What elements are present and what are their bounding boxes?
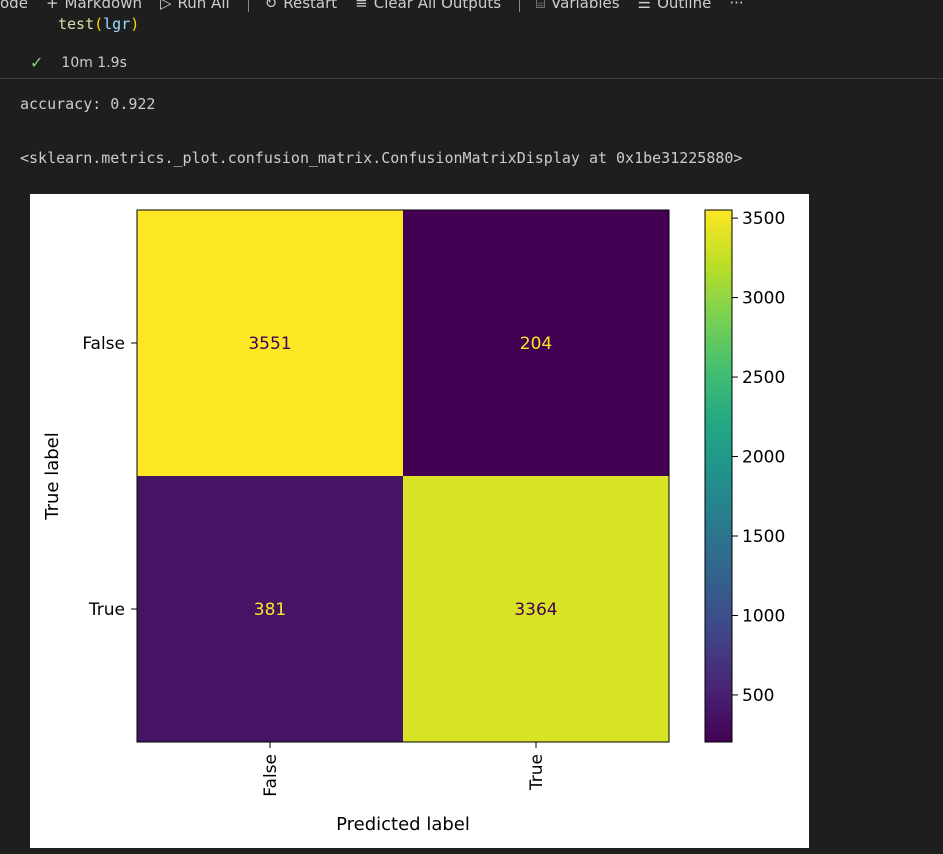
colorbar-tick-label-3: 2000 <box>742 448 785 468</box>
variables-icon: ⌸ <box>536 0 546 12</box>
plus-icon: + <box>45 0 59 12</box>
colorbar-tick-label-1: 1000 <box>742 606 785 626</box>
notebook-toolbar: ode + Markdown ▷ Run All ↻ Restart ≡ Clear All O… <box>0 0 943 14</box>
code-cell[interactable] <box>0 14 943 79</box>
matrix-cell-label-0-0: 3551 <box>248 334 291 354</box>
code-function: test <box>58 15 95 33</box>
matrix-cell-1-1 <box>403 476 669 742</box>
toolbar-button-2[interactable]: ▷ Run All <box>160 0 230 12</box>
colorbar-tick-label-6: 3500 <box>742 209 785 229</box>
toolbar-button-4[interactable]: ≡ Clear All Outputs <box>355 0 501 12</box>
y-axis-label: True label <box>42 432 63 521</box>
toolbar-separator <box>247 0 249 12</box>
restart-icon: ↻ <box>264 0 278 12</box>
toolbar-label: Run All <box>177 0 230 12</box>
check-icon: ✓ <box>30 53 44 72</box>
outline-icon: ☰ <box>637 0 652 12</box>
code-open-paren: ( <box>94 15 104 33</box>
toolbar-label: Outline <box>657 0 712 12</box>
y-tick-label-1: True <box>88 600 125 620</box>
toolbar-button-3[interactable]: ↻ Restart <box>265 0 338 12</box>
matrix-frame <box>136 209 670 743</box>
toolbar-items: ode + Markdown ▷ Run All ↻ Restart ≡ Clear All O… <box>0 0 768 14</box>
matrix-cell-label-0-1: 204 <box>520 334 552 354</box>
clear-outputs-icon: ≡ <box>355 0 368 12</box>
colorbar-tick-label-5: 3000 <box>742 289 785 309</box>
execution-status: ✓ 10m 1.9s <box>30 53 127 72</box>
matrix-cell-0-1 <box>403 210 669 476</box>
colorbar <box>704 209 733 743</box>
toolbar-button-5[interactable]: ⌸ Variables <box>536 0 620 12</box>
toolbar-label: Restart <box>283 0 338 12</box>
toolbar-button-7[interactable]: ··· <box>729 0 749 12</box>
colorbar-tick-label-0: 500 <box>742 686 774 706</box>
toolbar-button-0[interactable]: ode <box>0 0 28 12</box>
repr-output: <sklearn.metrics._plot.confusion_matrix.… <box>20 149 743 167</box>
toolbar-button-1[interactable]: + Markdown <box>46 0 142 12</box>
code-close-paren: ) <box>130 15 140 33</box>
matrix-cell-label-1-0: 381 <box>254 600 286 620</box>
colorbar-tick-label-4: 2500 <box>742 368 785 388</box>
confusion-matrix-plot: 3551 204 381 3364 500 1000 1500 2000 2500 3000 35… <box>30 194 809 848</box>
confusion-matrix-svg: 3551 204 381 3364 500 1000 1500 2000 2500 3000 35… <box>42 209 785 835</box>
toolbar-label: ode <box>0 0 28 12</box>
more-icon: ··· <box>729 0 744 12</box>
toolbar-label: Markdown <box>64 0 142 12</box>
matrix-cell-1-0 <box>137 476 403 742</box>
matrix-cell-0-0 <box>137 210 403 476</box>
execution-time: 10m 1.9s <box>61 54 127 71</box>
code-line[interactable]: test(lgr) <box>58 15 139 33</box>
toolbar-label: Variables <box>551 0 620 12</box>
x-tick-label-0: False <box>261 754 281 797</box>
run-all-icon: ▷ <box>159 0 172 12</box>
x-tick-label-1: True <box>527 754 547 791</box>
toolbar-button-6[interactable]: ☰ Outline <box>638 0 712 12</box>
code-argument: lgr <box>103 15 131 33</box>
y-tick-label-0: False <box>82 334 125 354</box>
accuracy-output: accuracy: 0.922 <box>20 95 156 113</box>
toolbar-separator <box>519 0 521 12</box>
toolbar-label: Clear All Outputs <box>373 0 502 12</box>
colorbar-tick-label-2: 1500 <box>742 527 785 547</box>
matrix-cell-label-1-1: 3364 <box>514 600 557 620</box>
x-axis-label: Predicted label <box>336 814 470 835</box>
